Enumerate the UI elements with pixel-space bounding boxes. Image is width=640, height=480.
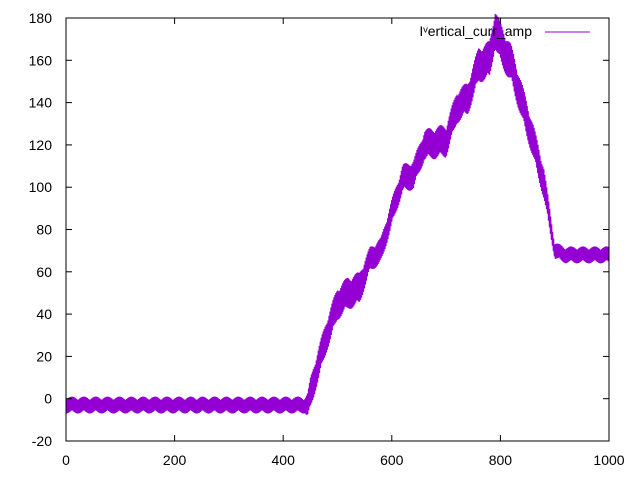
axes: -20 0 20 40 60 80 100 120 140 160 180 0 200 400 600 800… <box>29 10 625 468</box>
y-tick-label: 80 <box>36 222 52 238</box>
y-tick-label: 160 <box>29 52 53 68</box>
y-tick-label: 0 <box>44 391 52 407</box>
plot-area <box>65 13 610 416</box>
legend: Iᵛertical_curr_amp <box>419 23 590 39</box>
x-tick-label: 400 <box>272 452 296 468</box>
series-line <box>65 13 610 416</box>
y-tick-label: 40 <box>36 306 52 322</box>
y-tick-label: 100 <box>29 179 53 195</box>
y-tick-label: 60 <box>36 264 52 280</box>
x-tick-label: 800 <box>489 452 513 468</box>
y-tick-label: 120 <box>29 137 53 153</box>
plot-frame <box>65 17 610 442</box>
y-tick-label: 140 <box>29 95 53 111</box>
legend-label: Iᵛertical_curr_amp <box>419 23 532 39</box>
x-tick-label: 0 <box>62 452 70 468</box>
x-tick-label: 1000 <box>593 452 624 468</box>
x-tick-label: 600 <box>380 452 404 468</box>
y-tick-label: 180 <box>29 10 53 26</box>
y-tick-label: 20 <box>36 348 52 364</box>
x-tick-label: 200 <box>163 452 187 468</box>
y-tick-label: -20 <box>32 433 52 449</box>
